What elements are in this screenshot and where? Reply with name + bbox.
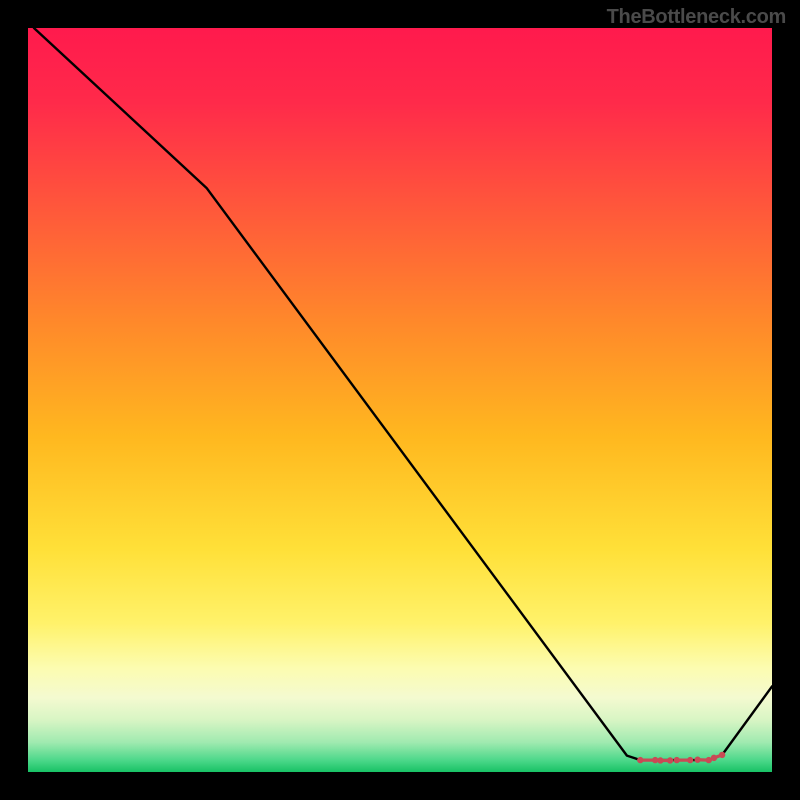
gradient-background [28, 28, 772, 772]
chart-plot-area [28, 28, 772, 772]
bottleneck-chart [28, 28, 772, 772]
watermark-label: TheBottleneck.com [607, 6, 786, 29]
